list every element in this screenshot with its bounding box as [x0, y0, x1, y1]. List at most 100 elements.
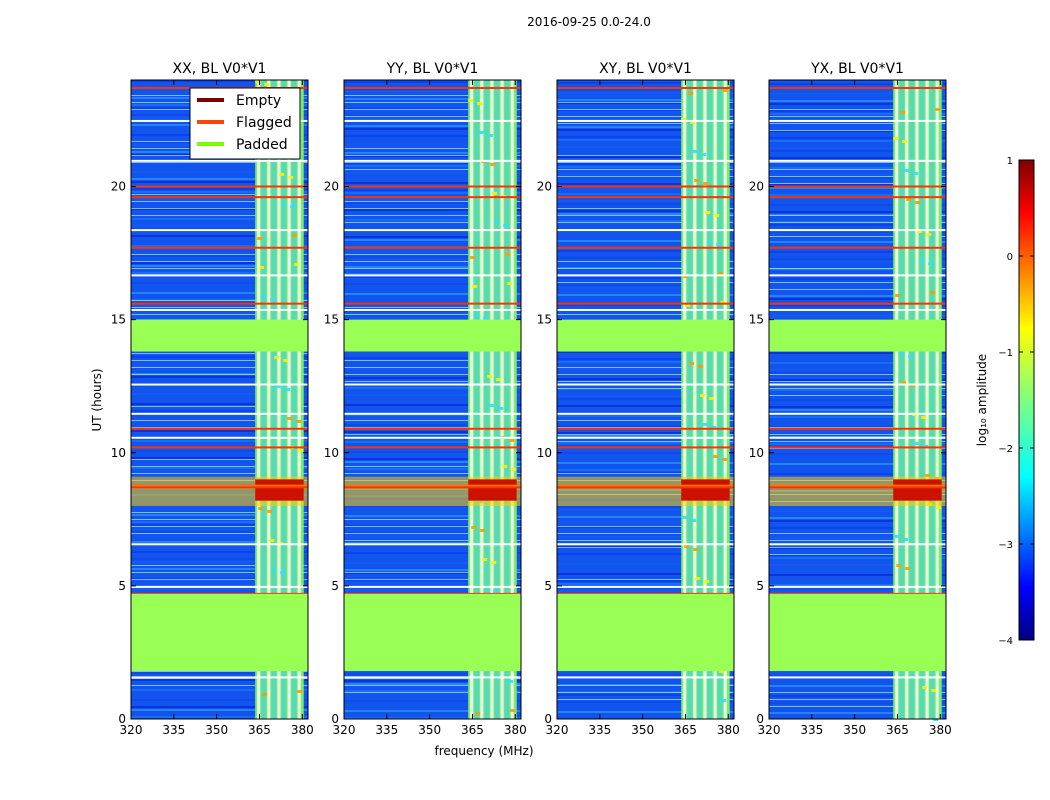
- noise-line: [344, 135, 521, 137]
- noise-line: [344, 172, 521, 174]
- noise-line: [557, 590, 734, 592]
- noise-line: [131, 181, 308, 183]
- blank-line: [769, 383, 946, 386]
- rfi-speckle: [915, 201, 921, 204]
- panel-xy: XY, BL V0*V1 320 335 350 365 380 0 5 10 15 20: [537, 61, 740, 737]
- rfi-speckle: [936, 506, 942, 509]
- rfi-speckle: [489, 404, 495, 407]
- noise-line: [344, 461, 521, 463]
- noise-line: [769, 194, 946, 196]
- x-tick-label: 320: [758, 723, 781, 737]
- flagged-line: [344, 427, 521, 430]
- rfi-band-gap: [703, 80, 707, 719]
- panel-xx: XX, BL V0*V1 320 335 350 365 380 0 5 10 15 20: [111, 61, 314, 737]
- padded-region: [344, 593, 521, 672]
- rfi-speckle: [505, 253, 511, 256]
- noise-line: [131, 430, 308, 432]
- noise-line: [557, 351, 734, 353]
- noise-line: [769, 537, 946, 539]
- channel-row: [769, 215, 946, 216]
- hot-band: [681, 479, 730, 501]
- hot-line: [131, 484, 308, 488]
- rfi-band-gap: [925, 80, 929, 719]
- y-axis-label: UT (hours): [90, 368, 104, 431]
- channel-row: [131, 353, 308, 354]
- rfi-speckle: [688, 92, 694, 95]
- noise-line: [344, 98, 521, 100]
- noise-line: [769, 150, 946, 152]
- noise-line: [557, 136, 734, 138]
- noise-line: [344, 404, 521, 406]
- rfi-band-gap: [480, 80, 484, 719]
- rfi-speckle: [935, 108, 941, 111]
- blank-line: [769, 229, 946, 232]
- hot-line: [344, 484, 521, 488]
- channel-row: [344, 215, 521, 216]
- x-tick-label: 335: [800, 723, 823, 737]
- flagged-line: [344, 185, 521, 188]
- channel-row: [131, 194, 308, 195]
- noise-line: [344, 717, 521, 719]
- noise-line: [131, 235, 308, 237]
- blank-line: [344, 383, 521, 386]
- rfi-speckle: [693, 548, 699, 551]
- flagged-line: [344, 196, 521, 199]
- rfi-speckle: [707, 240, 713, 243]
- channel-row: [131, 307, 308, 308]
- noise-line: [769, 211, 946, 213]
- noise-line: [344, 690, 521, 692]
- channel-row: [131, 201, 308, 202]
- rfi-speckle: [719, 670, 725, 673]
- blank-line: [344, 585, 521, 588]
- noise-line: [769, 695, 946, 697]
- rfi-speckle: [511, 468, 517, 471]
- channel-row: [769, 540, 946, 541]
- blank-line: [131, 229, 308, 232]
- channel-row: [344, 201, 521, 202]
- noise-line: [769, 278, 946, 280]
- rfi-band-gap: [935, 80, 939, 719]
- panel-frame: [556, 79, 735, 720]
- noise-line: [769, 352, 946, 354]
- noise-line: [557, 200, 734, 202]
- channel-row: [769, 374, 946, 375]
- noise-line: [557, 139, 734, 141]
- rfi-speckle: [895, 294, 901, 297]
- rfi-speckle: [925, 474, 931, 477]
- channel-row: [131, 427, 308, 428]
- channel-row: [131, 579, 308, 580]
- noise-line: [344, 468, 521, 470]
- channel-row: [769, 183, 946, 184]
- channel-row: [344, 533, 521, 534]
- blank-line: [344, 676, 521, 679]
- noise-line: [769, 83, 946, 85]
- noise-line: [131, 588, 308, 590]
- noise-line: [557, 173, 734, 175]
- rfi-band-gap: [510, 80, 514, 719]
- noise-line: [557, 694, 734, 696]
- rfi-speckle: [902, 140, 908, 143]
- noise-line: [557, 506, 734, 508]
- noise-line: [131, 255, 308, 257]
- channel-row: [344, 678, 521, 679]
- noise-line: [131, 218, 308, 220]
- channel-row: [344, 420, 521, 421]
- x-tick-label: 380: [291, 723, 314, 737]
- noise-line: [344, 700, 521, 702]
- noise-line: [344, 165, 521, 167]
- noise-line: [769, 510, 946, 512]
- rfi-speckle: [298, 449, 304, 452]
- blank-line: [344, 308, 521, 311]
- noise-line: [769, 409, 946, 411]
- figure-suptitle: 2016-09-25 0.0-24.0: [527, 15, 651, 29]
- blank-line: [557, 543, 734, 546]
- noise-line: [557, 294, 734, 296]
- channel-row: [557, 547, 734, 548]
- blank-line: [131, 543, 308, 546]
- y-tick-label: 10: [749, 446, 764, 460]
- rfi-speckle: [493, 590, 499, 593]
- channel-row: [131, 360, 308, 361]
- channel-row: [131, 473, 308, 474]
- rfi-speckle: [704, 580, 710, 583]
- noise-line: [131, 716, 308, 718]
